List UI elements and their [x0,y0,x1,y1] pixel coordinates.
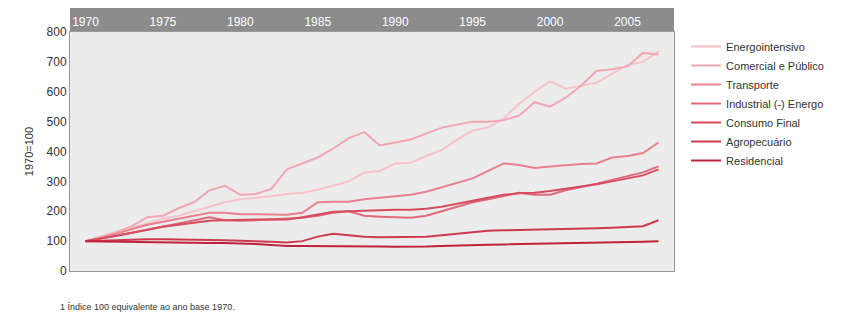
svg-text:1990: 1990 [382,15,409,29]
svg-text:Agropecuário: Agropecuário [726,136,791,148]
svg-text:1985: 1985 [304,15,331,29]
svg-text:2005: 2005 [614,15,641,29]
svg-text:300: 300 [47,175,67,189]
svg-text:600: 600 [47,85,67,99]
svg-text:700: 700 [47,55,67,69]
svg-text:800: 800 [47,25,67,39]
svg-text:Comercial e Público: Comercial e Público [726,60,824,72]
svg-text:1970: 1970 [72,15,99,29]
svg-text:0: 0 [60,264,67,278]
svg-text:1975: 1975 [150,15,177,29]
svg-text:Transporte: Transporte [726,79,779,91]
svg-text:1 Índice 100 equivalente ao an: 1 Índice 100 equivalente ao ano base 197… [60,302,235,312]
svg-text:Energointensivo: Energointensivo [726,41,805,53]
svg-text:Residencial: Residencial [726,155,783,167]
svg-text:1970=100: 1970=100 [23,127,35,176]
svg-text:1995: 1995 [459,15,486,29]
svg-text:1980: 1980 [227,15,254,29]
svg-text:100: 100 [47,234,67,248]
svg-text:Consumo Final: Consumo Final [726,117,800,129]
svg-text:200: 200 [47,204,67,218]
svg-text:500: 500 [47,115,67,129]
svg-text:Industrial (-) Energo: Industrial (-) Energo [726,98,823,110]
svg-text:2000: 2000 [537,15,564,29]
svg-text:400: 400 [47,145,67,159]
